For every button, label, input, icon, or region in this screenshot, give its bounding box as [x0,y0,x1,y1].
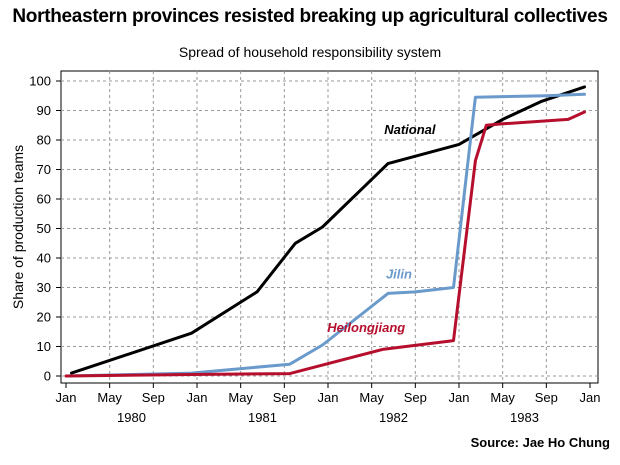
y-tick-label: 0 [44,369,51,384]
series-line-heilongjiang [64,110,586,378]
series-labels: National Jilin Heilongjiang [327,122,436,335]
x-tick-label: Jan [318,390,339,405]
y-tick-label: 10 [37,339,51,354]
x-tick-label: Jan [449,390,470,405]
y-tick-label: 30 [37,280,51,295]
x-tick-label: Jan [580,390,601,405]
x-axis-ticks: Jan May Sep Jan May Sep Jan May Sep Jan May Sep Jan 1… [56,383,601,425]
x-tick-label: Sep [535,390,558,405]
x-tick-label: Jan [187,390,208,405]
series-lines [64,85,586,378]
x-year-label: 1983 [510,410,539,425]
x-tick-label: Sep [142,390,165,405]
y-tick-label: 90 [37,103,51,118]
source-note: Source: Jae Ho Chung [470,435,610,450]
y-tick-label: 60 [37,192,51,207]
y-axis-label: Share of production teams [10,145,26,309]
x-tick-label: May [97,390,122,405]
series-label-heilongjiang: Heilongjiang [327,320,405,335]
x-tick-label: May [490,390,515,405]
series-label-national: National [384,122,436,137]
x-tick-label: Sep [273,390,296,405]
x-year-label: 1982 [379,410,408,425]
x-tick-label: Sep [404,390,427,405]
y-axis-ticks: 0 10 20 30 40 50 60 70 80 90 100 [29,74,61,384]
y-tick-label: 20 [37,310,51,325]
series-line-jilin [64,92,586,378]
y-tick-label: 40 [37,251,51,266]
y-tick-label: 70 [37,162,51,177]
x-tick-label: May [228,390,253,405]
y-tick-label: 80 [37,133,51,148]
x-tick-label: Jan [56,390,77,405]
chart-title: Northeastern provinces resisted breaking… [12,6,608,27]
y-tick-label: 100 [29,74,51,89]
chart-subtitle: Spread of household responsibility syste… [178,44,442,60]
x-year-label: 1981 [248,410,277,425]
plot-area [60,70,599,384]
x-year-label: 1980 [117,410,146,425]
series-line-national [70,85,586,375]
y-tick-label: 50 [37,221,51,236]
x-tick-label: May [359,390,384,405]
series-label-jilin: Jilin [386,267,412,282]
